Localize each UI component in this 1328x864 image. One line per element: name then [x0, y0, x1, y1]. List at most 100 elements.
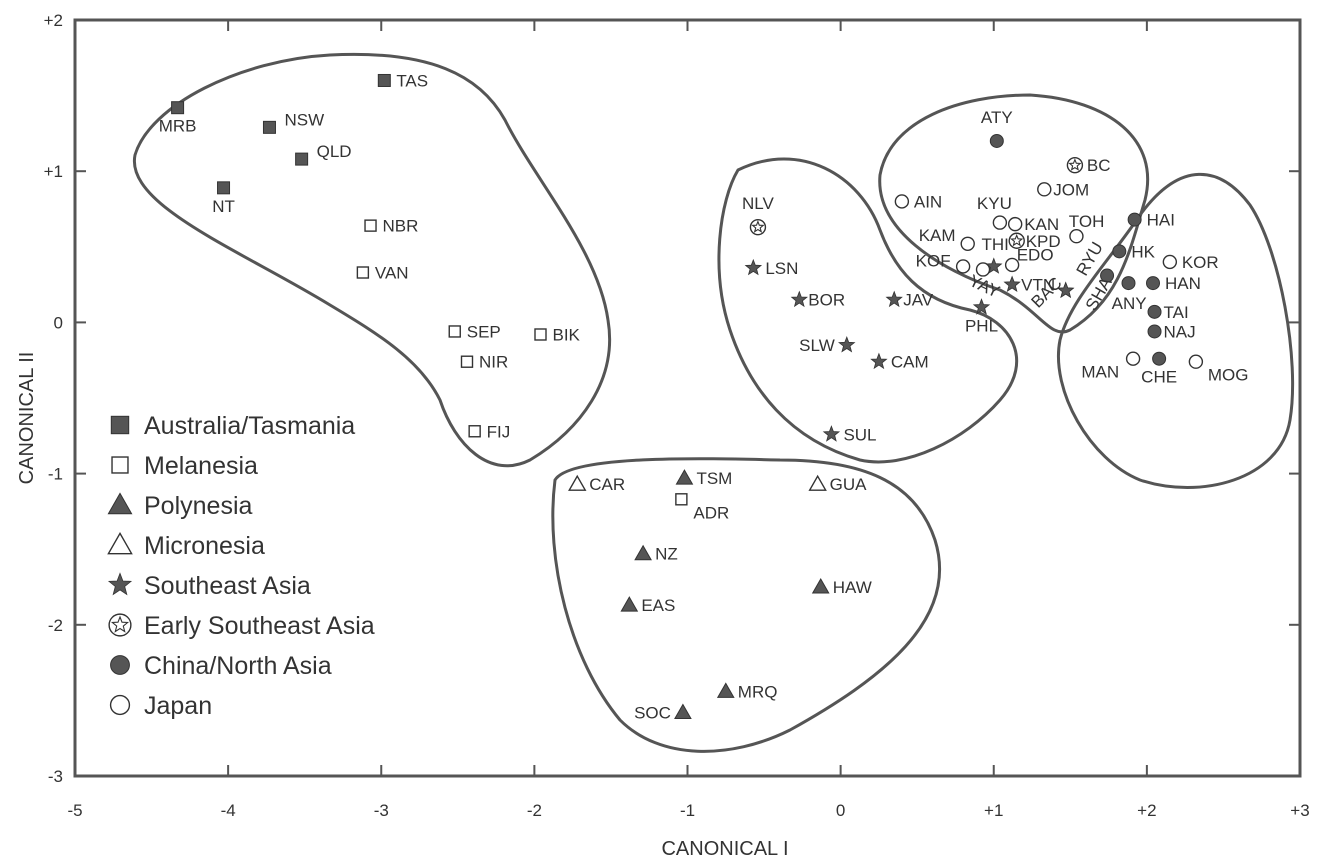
point-kof	[955, 259, 971, 274]
point-mrq	[716, 682, 735, 698]
point-kyu	[992, 215, 1008, 230]
point-label-adr: ADR	[693, 503, 729, 522]
point-label-slw: SLW	[799, 336, 835, 355]
x-axis-label: CANONICAL I	[661, 838, 788, 860]
point-label-hk: HK	[1131, 242, 1155, 261]
point-van	[356, 266, 370, 279]
legend-marker-early-southeast-asia	[108, 613, 132, 637]
data-points	[171, 73, 1204, 719]
point-lsn	[744, 258, 763, 276]
x-tick-label: 0	[836, 801, 845, 820]
point-nlv	[749, 218, 767, 236]
point-label-thi: THI	[982, 235, 1009, 254]
legend-marker-japan	[109, 694, 131, 716]
point-aty	[989, 133, 1004, 148]
x-tick-label: +2	[1137, 801, 1156, 820]
x-tick-label: -4	[221, 801, 236, 820]
point-label-kan: KAN	[1024, 215, 1059, 234]
cluster-outline-oceania	[551, 457, 942, 753]
point-label-gua: GUA	[830, 475, 868, 494]
point-label-bik: BIK	[553, 325, 581, 344]
point-toh	[1069, 229, 1084, 244]
point-phl	[972, 298, 991, 315]
legend-label-southeast-asia: Southeast Asia	[144, 572, 311, 600]
point-jav	[885, 290, 903, 308]
legend-marker-polynesia	[107, 492, 133, 515]
legend-label-australia-tasmania: Australia/Tasmania	[144, 412, 355, 440]
point-tsm	[675, 469, 694, 485]
point-bik	[534, 328, 547, 341]
point-label-ain: AIN	[914, 192, 942, 211]
point-any	[1121, 276, 1136, 291]
point-label-cam: CAM	[891, 353, 929, 372]
point-label-vtn: VTN	[1021, 276, 1055, 295]
point-car	[568, 474, 587, 491]
point-eas	[620, 596, 639, 612]
point-label-any: ANY	[1112, 294, 1147, 313]
point-nir	[460, 355, 474, 368]
point-label-jom: JOM	[1053, 180, 1089, 199]
point-label-man: MAN	[1081, 363, 1119, 382]
point-label-nlv: NLV	[742, 194, 774, 213]
cluster-outline-china-north-asia	[1057, 172, 1295, 489]
legend: Australia/Tasmania Melanesia Polynesia Micr…	[107, 412, 375, 720]
point-thi	[985, 257, 1003, 274]
legend-marker-australia-tasmania	[110, 415, 130, 435]
point-label-toh: TOH	[1069, 212, 1105, 231]
point-ryu	[1057, 281, 1075, 299]
point-adr	[675, 493, 688, 506]
legend-marker-china-north-asia	[110, 655, 130, 675]
point-haw	[811, 577, 830, 594]
cluster-outline-southeast-asia	[717, 157, 1019, 464]
point-label-tas: TAS	[396, 71, 428, 90]
legend-label-micronesia: Micronesia	[144, 532, 265, 560]
point-sep	[448, 325, 461, 338]
point-mrb	[171, 101, 185, 115]
point-edo	[1004, 257, 1020, 273]
point-label-yay: YAY	[966, 271, 1003, 302]
point-label-hai: HAI	[1147, 211, 1175, 230]
x-tick-label: -3	[374, 801, 389, 820]
point-kpd	[1008, 232, 1025, 249]
point-sha	[1100, 268, 1115, 283]
point-label-che: CHE	[1141, 368, 1177, 387]
point-label-edo: EDO	[1017, 245, 1054, 264]
point-bor	[790, 290, 808, 308]
point-nsw	[262, 120, 276, 134]
point-nz	[634, 544, 652, 561]
point-label-naj: NAJ	[1164, 322, 1196, 341]
point-kor	[1162, 254, 1178, 270]
point-jom	[1037, 182, 1052, 197]
x-tick-label: -1	[680, 801, 695, 820]
y-axis-label: CANONICAL II	[16, 352, 38, 485]
x-tick-label: -5	[67, 801, 82, 820]
point-label-sep: SEP	[467, 322, 501, 341]
point-naj	[1147, 324, 1162, 339]
point-label-nbr: NBR	[383, 217, 419, 236]
y-tick-label: -1	[48, 465, 63, 484]
legend-label-polynesia: Polynesia	[144, 492, 252, 520]
point-label-kyu: KYU	[977, 194, 1012, 213]
point-han	[1146, 276, 1160, 291]
x-tick-label: +3	[1290, 801, 1309, 820]
y-tick-label: +2	[44, 11, 63, 30]
y-tick-label: -2	[48, 616, 63, 635]
point-label-kor: KOR	[1182, 253, 1219, 272]
axis-ticks: -5 -4 -3 -2 -1 0 +1 +2 +3 +2 +1 0 -1 -2 -3	[44, 11, 1310, 820]
point-label-mrq: MRQ	[738, 682, 778, 701]
point-soc	[674, 703, 692, 719]
point-label-mrb: MRB	[159, 117, 197, 136]
point-qld	[295, 152, 309, 166]
point-yay	[975, 262, 991, 277]
point-man	[1125, 351, 1141, 366]
point-label-van: VAN	[375, 264, 409, 283]
point-label-tsm: TSM	[696, 469, 732, 488]
point-label-han: HAN	[1165, 274, 1201, 293]
point-bc	[1066, 156, 1084, 174]
point-kam	[960, 236, 975, 251]
point-label-nt: NT	[212, 197, 235, 216]
legend-marker-melanesia	[111, 456, 129, 474]
point-label-lsn: LSN	[765, 259, 798, 278]
point-vtn	[1003, 275, 1021, 293]
